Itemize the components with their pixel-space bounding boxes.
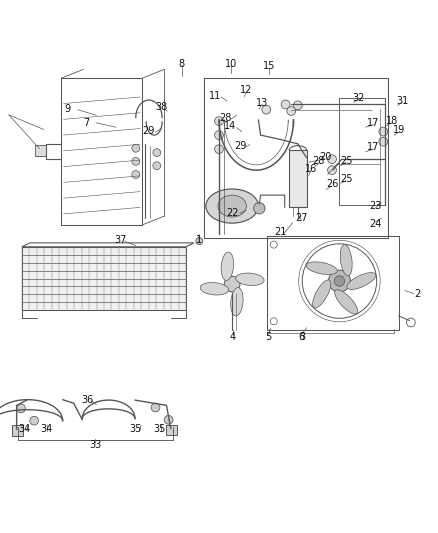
Ellipse shape xyxy=(347,272,376,289)
Ellipse shape xyxy=(206,189,258,223)
Text: 25: 25 xyxy=(340,156,352,166)
Circle shape xyxy=(30,416,39,425)
Circle shape xyxy=(132,144,140,152)
Text: 35: 35 xyxy=(154,424,166,434)
Text: 34: 34 xyxy=(40,424,52,434)
Circle shape xyxy=(153,149,161,157)
Text: 33: 33 xyxy=(89,440,102,450)
Text: 2: 2 xyxy=(414,289,420,298)
Text: 32: 32 xyxy=(352,93,364,103)
Text: 25: 25 xyxy=(340,174,352,184)
Text: 4: 4 xyxy=(230,332,236,342)
Bar xyxy=(166,425,177,435)
Text: 1: 1 xyxy=(196,235,202,245)
Circle shape xyxy=(293,101,302,110)
Text: 29: 29 xyxy=(142,126,154,136)
Circle shape xyxy=(328,270,350,292)
Circle shape xyxy=(334,276,345,286)
Text: 20: 20 xyxy=(319,152,331,162)
Circle shape xyxy=(328,155,336,164)
Circle shape xyxy=(328,166,336,174)
Bar xyxy=(12,425,23,436)
Text: 28: 28 xyxy=(219,112,232,123)
Text: 28: 28 xyxy=(313,156,325,166)
Text: 35: 35 xyxy=(130,424,142,434)
Text: 14: 14 xyxy=(224,122,236,131)
Circle shape xyxy=(262,106,271,114)
Bar xyxy=(61,78,142,225)
Bar xyxy=(339,98,385,205)
Text: 5: 5 xyxy=(265,332,271,342)
Text: 10: 10 xyxy=(225,59,237,69)
Text: 13: 13 xyxy=(256,98,268,108)
Text: 34: 34 xyxy=(18,424,30,434)
Bar xyxy=(35,145,46,156)
Text: 7: 7 xyxy=(84,118,90,128)
Circle shape xyxy=(379,138,388,146)
Text: 17: 17 xyxy=(367,118,379,128)
Circle shape xyxy=(132,157,140,165)
Text: 11: 11 xyxy=(208,91,221,101)
Circle shape xyxy=(164,415,173,424)
Text: 6: 6 xyxy=(298,332,304,342)
Ellipse shape xyxy=(306,262,337,274)
Circle shape xyxy=(153,162,161,169)
Circle shape xyxy=(215,117,223,125)
Bar xyxy=(289,150,307,207)
Text: 36: 36 xyxy=(81,394,94,405)
Ellipse shape xyxy=(218,195,246,217)
Text: 21: 21 xyxy=(274,228,286,237)
Circle shape xyxy=(151,403,160,412)
Text: 19: 19 xyxy=(393,125,406,135)
Text: 15: 15 xyxy=(263,61,276,71)
Ellipse shape xyxy=(231,288,243,316)
Text: 26: 26 xyxy=(326,179,338,189)
Text: 17: 17 xyxy=(367,142,379,152)
Ellipse shape xyxy=(313,280,331,308)
Text: 24: 24 xyxy=(370,219,382,229)
Text: 37: 37 xyxy=(114,235,127,245)
Text: 38: 38 xyxy=(155,102,167,112)
Circle shape xyxy=(17,404,25,413)
Text: 27: 27 xyxy=(295,213,307,223)
Text: 12: 12 xyxy=(240,85,252,95)
Circle shape xyxy=(281,100,290,109)
Ellipse shape xyxy=(200,282,229,295)
Text: 8: 8 xyxy=(179,59,185,69)
Circle shape xyxy=(287,107,296,115)
Text: 23: 23 xyxy=(370,201,382,211)
Text: 18: 18 xyxy=(386,116,398,126)
Text: 31: 31 xyxy=(396,96,408,106)
Circle shape xyxy=(215,131,223,140)
Circle shape xyxy=(254,203,265,214)
Circle shape xyxy=(132,171,140,179)
Text: 16: 16 xyxy=(305,164,317,174)
Ellipse shape xyxy=(340,245,352,276)
Circle shape xyxy=(379,127,388,136)
Text: 9: 9 xyxy=(65,104,71,114)
Ellipse shape xyxy=(335,290,358,314)
Text: 22: 22 xyxy=(226,208,238,218)
Text: 3: 3 xyxy=(299,333,305,343)
Polygon shape xyxy=(22,247,186,310)
Text: 29: 29 xyxy=(234,141,246,151)
Circle shape xyxy=(196,238,203,245)
Circle shape xyxy=(215,145,223,154)
Bar xyxy=(204,78,388,238)
Ellipse shape xyxy=(221,252,233,280)
Circle shape xyxy=(224,276,240,292)
Ellipse shape xyxy=(236,273,264,286)
